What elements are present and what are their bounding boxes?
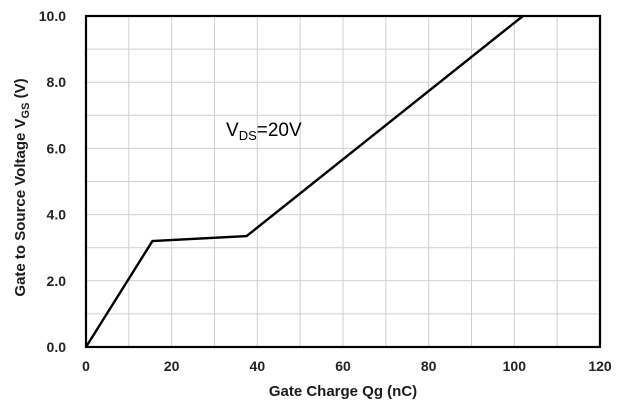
y-tick-label: 8.0 xyxy=(47,74,67,90)
y-tick-labels: 0.0 2.0 4.0 6.0 8.0 10.0 xyxy=(39,8,66,355)
x-tick-label: 60 xyxy=(335,358,351,374)
x-tick-label: 100 xyxy=(503,358,527,374)
x-tick-label: 120 xyxy=(588,358,612,374)
grid-lines xyxy=(86,16,600,347)
series-layer xyxy=(84,15,524,348)
x-tick-label: 20 xyxy=(164,358,180,374)
y-axis-label-unit: (V) xyxy=(12,78,29,102)
x-tick-labels: 0 20 40 60 80 100 120 xyxy=(82,358,612,374)
y-axis-label-main: Gate to Source Voltage V xyxy=(12,118,29,296)
y-tick-label: 2.0 xyxy=(47,273,67,289)
y-tick-label: 10.0 xyxy=(39,8,66,24)
x-tick-label: 0 xyxy=(82,358,90,374)
vds-annotation-value: =20V xyxy=(257,120,302,141)
x-axis-label: Gate Charge Qg (nC) xyxy=(269,383,417,400)
vds-annotation: VDS=20V xyxy=(226,120,302,143)
x-tick-label: 40 xyxy=(250,358,266,374)
y-axis-label-subscript: GS xyxy=(20,103,32,119)
y-tick-label: 6.0 xyxy=(47,140,67,156)
y-tick-label: 4.0 xyxy=(47,207,67,223)
y-axis-label: Gate to Source Voltage VGS (V) xyxy=(12,78,32,296)
y-tick-label: 0.0 xyxy=(47,339,67,355)
series-line xyxy=(84,15,524,348)
x-tick-label: 80 xyxy=(421,358,437,374)
vds-annotation-main: V xyxy=(226,120,239,141)
vds-annotation-subscript: DS xyxy=(239,128,257,143)
plot-frame xyxy=(84,14,602,349)
